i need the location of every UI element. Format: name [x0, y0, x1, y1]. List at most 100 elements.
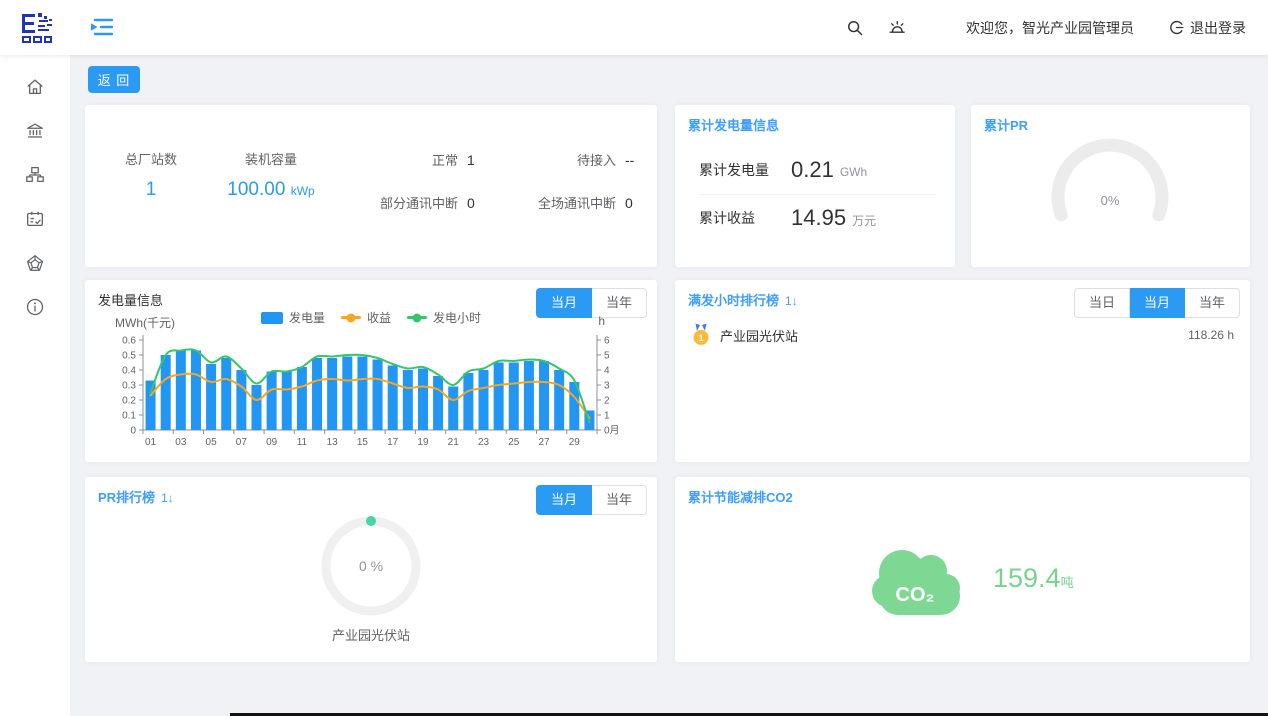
- svg-text:19: 19: [417, 437, 429, 448]
- svg-text:1: 1: [604, 411, 610, 422]
- calendar-check-icon: [27, 211, 43, 227]
- svg-text:17: 17: [387, 437, 399, 448]
- status-partial-offline: 部分通讯中断 0: [379, 195, 475, 211]
- co2-cloud-icon: CO₂: [857, 533, 977, 623]
- radar-pentagon-icon: [26, 255, 44, 271]
- tab-current-day[interactable]: 当日: [1073, 288, 1130, 318]
- sidebar: [0, 55, 70, 716]
- search-icon[interactable]: [844, 17, 866, 39]
- co2-card: 累计节能减排CO2 CO₂ 159.4吨: [675, 477, 1250, 662]
- generation-chart-card: 发电量信息 当月 当年 发电量 收益 发电小时 MWh(千元) h 0 0.1 0.…: [85, 280, 657, 462]
- pr-rank-title: PR排行榜 1↓: [98, 490, 174, 505]
- medal-rank: 1: [698, 333, 703, 343]
- svg-text:0: 0: [130, 426, 136, 437]
- tab-current-year[interactable]: 当年: [1184, 288, 1240, 318]
- svg-text:07: 07: [236, 437, 248, 448]
- tab-current-year[interactable]: 当年: [591, 288, 647, 318]
- ranking-row[interactable]: 1 document.currentScript.previousElement…: [691, 322, 1234, 348]
- pr-rank-tabs: 当月 当年: [535, 485, 647, 515]
- back-button[interactable]: 返 回: [88, 66, 140, 93]
- pr-ring-value: 0 %: [359, 558, 383, 574]
- sidebar-item-home[interactable]: [13, 65, 57, 109]
- svg-text:23: 23: [478, 437, 490, 448]
- station-hours-value: 118.26 h: [1188, 328, 1234, 342]
- svg-text:21: 21: [448, 437, 460, 448]
- status-pending: 待接入 --: [576, 152, 635, 168]
- sitemap-icon: [26, 167, 44, 183]
- full-hours-tabs: 当日 当月 当年: [1073, 288, 1240, 318]
- overview-card: 总厂站数 1 装机容量 100.00 kWp 正常 1 部分通讯中断 0 待接入 --: [85, 105, 657, 267]
- svg-text:3: 3: [604, 381, 610, 392]
- info-icon: [26, 298, 44, 316]
- sidebar-item-devices[interactable]: [13, 153, 57, 197]
- sidebar-item-reports[interactable]: [13, 197, 57, 241]
- svg-text:29: 29: [569, 437, 581, 448]
- svg-text:4: 4: [604, 366, 610, 377]
- svg-text:2: 2: [604, 396, 610, 407]
- svg-text:09: 09: [266, 437, 278, 448]
- co2-title: 累计节能减排CO2: [688, 490, 793, 505]
- menu-collapse-icon[interactable]: [88, 15, 114, 39]
- sidebar-item-plant[interactable]: [13, 109, 57, 153]
- svg-text:5: 5: [604, 351, 610, 362]
- pr-ring-station: 产业园光伏站: [331, 628, 410, 643]
- svg-text:27: 27: [538, 437, 550, 448]
- alarm-icon[interactable]: [886, 17, 908, 39]
- pr-gauge-value: 0%: [1101, 193, 1120, 208]
- bank-icon: [27, 123, 43, 138]
- capacity-label: 装机容量: [244, 152, 297, 167]
- co2-cloud-label: CO₂: [896, 584, 935, 606]
- logout-label: 退出登录: [1190, 19, 1246, 36]
- svg-text:05: 05: [206, 437, 218, 448]
- sidebar-item-info[interactable]: [13, 285, 57, 329]
- generation-tabs: 当月 当年: [535, 288, 647, 318]
- legend-income: 收益: [340, 309, 391, 326]
- generation-title: 发电量信息: [98, 293, 164, 308]
- svg-text:0.2: 0.2: [122, 396, 136, 407]
- legend-energy-swatch: [260, 311, 283, 324]
- status-full-offline: 全场通讯中断 0: [537, 195, 633, 211]
- cumulative-income-row: 累计收益 14.95 万元: [699, 194, 937, 241]
- bottom-edge: [230, 713, 1268, 716]
- medal-1-icon: 1: [693, 323, 709, 345]
- pr-gauge: 0%: [1045, 137, 1175, 245]
- svg-text:01: 01: [145, 437, 157, 448]
- station-name: 产业园光伏站: [720, 328, 799, 344]
- svg-text:0.3: 0.3: [122, 381, 136, 392]
- welcome-text: 欢迎您，智光产业园管理员: [966, 19, 1134, 36]
- capacity-unit: kWp: [290, 184, 315, 198]
- total-stations-value: 1: [145, 179, 157, 200]
- pr-rank-card: PR排行榜 1↓ 当月 当年 0 % 产业园光伏站: [85, 477, 657, 662]
- svg-text:25: 25: [508, 437, 520, 448]
- home-icon: [27, 79, 43, 95]
- total-stations-label: 总厂站数: [124, 152, 177, 167]
- main-content: 返 回 总厂站数 1 装机容量 100.00 kWp 正常 1 部分通讯中断 0: [70, 55, 1268, 716]
- top-header: 欢迎您，智光产业园管理员 退出登录: [0, 0, 1268, 55]
- sort-icon: 1↓: [785, 294, 798, 308]
- logout-button[interactable]: 退出登录: [1168, 18, 1246, 38]
- full-hours-title: 满发小时排行榜 1↓: [688, 293, 798, 308]
- cumulative-energy-row: 累计发电量 0.21 GWh: [699, 157, 868, 182]
- svg-text:0月: 0月: [604, 425, 620, 437]
- sidebar-item-analysis[interactable]: [13, 241, 57, 285]
- tab-current-month[interactable]: 当月: [535, 485, 592, 515]
- sort-icon: 1↓: [161, 491, 174, 505]
- header-actions: 欢迎您，智光产业园管理员 退出登录: [844, 0, 1246, 55]
- co2-value: 159.4吨: [993, 563, 1074, 593]
- cumulative-pr-card: 累计PR 0%: [971, 105, 1250, 267]
- svg-text:6: 6: [604, 336, 610, 347]
- svg-text:03: 03: [175, 437, 187, 448]
- cumulative-energy-title: 累计发电量信息: [688, 118, 780, 133]
- pr-ring: 0 %: [316, 511, 426, 621]
- app-logo: [18, 9, 56, 47]
- svg-text:11: 11: [297, 437, 308, 448]
- legend-hours-swatch: [407, 313, 428, 322]
- chart-legend: 发电量 收益 发电小时: [260, 309, 481, 326]
- tab-current-month[interactable]: 当月: [535, 288, 592, 318]
- tab-current-month[interactable]: 当月: [1129, 288, 1185, 318]
- svg-text:0.1: 0.1: [122, 411, 136, 422]
- tab-current-year[interactable]: 当年: [591, 485, 647, 515]
